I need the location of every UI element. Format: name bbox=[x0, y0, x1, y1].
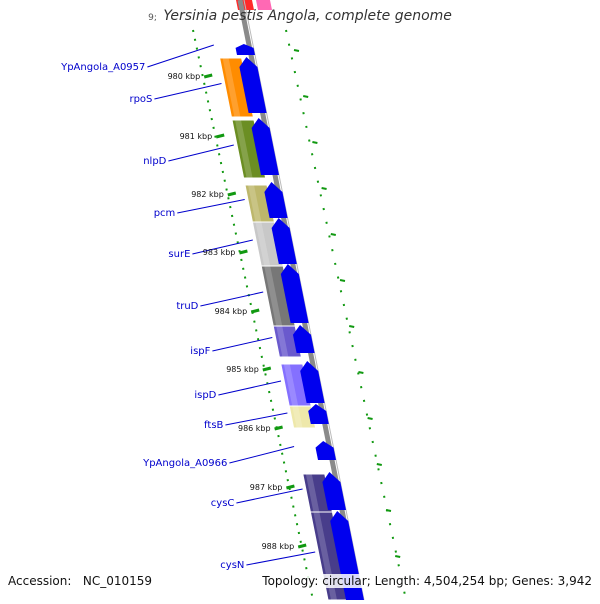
cds-arrow-ftsB bbox=[308, 404, 329, 424]
cds-arrow-nlpD bbox=[251, 118, 279, 175]
scale-tick-981-kbp bbox=[215, 133, 225, 139]
cds-arrow-ispD bbox=[300, 361, 325, 403]
gene-leader-cysC bbox=[236, 488, 303, 504]
scale-tick-980-kbp bbox=[203, 73, 213, 79]
gene-block-highlight-nlpD bbox=[235, 120, 253, 178]
map-title: 9; Yersinia pestis Angola, complete geno… bbox=[0, 8, 600, 24]
accession-info: Accession: NC_010159 bbox=[8, 574, 153, 588]
topology-label: Topology: bbox=[262, 574, 319, 588]
cds-arrow-rpoS bbox=[239, 57, 267, 113]
cds-arrow-YpAngola_A0966 bbox=[315, 441, 336, 460]
gene-leader-truD bbox=[200, 291, 264, 307]
outer-ruler-tick bbox=[303, 95, 309, 98]
gene-label-YpAngola_A0957: YpAngola_A0957 bbox=[60, 62, 145, 73]
scale-label-984-kbp: 984 kbp bbox=[215, 307, 248, 316]
outer-ruler-tick bbox=[293, 49, 300, 52]
gene-label-cysC: cysC bbox=[211, 498, 235, 509]
gene-block-highlight-truD bbox=[264, 266, 283, 326]
cds-arrow-truD bbox=[280, 264, 309, 323]
genome-stats: Topology: circular; Length: 4,504,254 bp… bbox=[262, 574, 592, 588]
scale-label-985-kbp: 985 kbp bbox=[226, 365, 259, 374]
scale-tick-982-kbp bbox=[227, 191, 237, 197]
gene-label-cysN: cysN bbox=[220, 560, 244, 571]
gene-leader-ispD bbox=[218, 380, 282, 396]
outer-ruler-tick bbox=[358, 371, 364, 374]
accession-label: Accession: bbox=[8, 574, 72, 588]
scale-label-987-kbp: 987 kbp bbox=[250, 483, 283, 492]
gene-leader-YpAngola_A0957 bbox=[147, 44, 214, 68]
gene-leader-pcm bbox=[177, 199, 245, 214]
cds-arrow-YpAngola_A0957 bbox=[235, 44, 255, 55]
scale-label-983-kbp: 983 kbp bbox=[203, 248, 236, 257]
gene-leader-ftsB bbox=[225, 412, 288, 426]
cds-arrow-pcm bbox=[264, 182, 288, 218]
gene-label-ftsB: ftsB bbox=[204, 420, 223, 431]
outer-ruler-tick bbox=[395, 555, 401, 558]
gene-block-highlight-ispF bbox=[276, 326, 289, 357]
gene-label-nlpD: nlpD bbox=[143, 156, 166, 167]
scale-tick-987-kbp bbox=[286, 484, 295, 490]
scale-tick-986-kbp bbox=[274, 425, 283, 431]
gene-label-truD: truD bbox=[176, 301, 198, 312]
outer-ruler-tick bbox=[330, 233, 336, 236]
cds-arrow-surE bbox=[271, 218, 297, 264]
gene-block-highlight-pcm bbox=[248, 185, 262, 222]
gene-leader-ispF bbox=[212, 337, 273, 352]
scale-tick-983-kbp bbox=[239, 249, 248, 255]
scale-label-986-kbp: 986 kbp bbox=[238, 424, 271, 433]
scale-label-982-kbp: 982 kbp bbox=[191, 190, 224, 199]
scale-tick-988-kbp bbox=[297, 543, 307, 549]
outer-ruler-tick bbox=[376, 463, 382, 466]
gene-block-rpoS bbox=[218, 57, 255, 118]
scale-label-988-kbp: 988 kbp bbox=[262, 542, 295, 551]
gene-label-ispD: ispD bbox=[194, 390, 216, 401]
genes-value: 3,942 bbox=[557, 574, 592, 588]
outer-ruler-tick bbox=[349, 325, 355, 328]
cds-arrow-cysC bbox=[322, 472, 346, 510]
scale-label-980-kbp: 980 kbp bbox=[168, 72, 201, 81]
gene-leader-rpoS bbox=[154, 83, 222, 100]
outer-ruler-tick bbox=[385, 509, 392, 512]
outer-ruler-tick bbox=[367, 417, 373, 420]
scale-tick-985-kbp bbox=[262, 366, 272, 372]
gene-block-highlight-ftsB bbox=[292, 406, 303, 428]
outer-ruler-tick bbox=[312, 141, 318, 144]
gene-leader-surE bbox=[192, 239, 253, 255]
top-feature-pink bbox=[256, 0, 272, 10]
gene-block-highlight-ispD bbox=[283, 364, 299, 406]
gene-label-surE: surE bbox=[168, 249, 190, 260]
length-label: Length: bbox=[374, 574, 421, 588]
gene-label-pcm: pcm bbox=[154, 208, 176, 219]
gene-label-ispF: ispF bbox=[190, 346, 210, 357]
gene-block-highlight-surE bbox=[255, 222, 271, 266]
gene-leader-YpAngola_A0966 bbox=[229, 446, 295, 464]
gene-leader-cysN bbox=[246, 551, 316, 566]
title-strain: Angola, complete genome bbox=[267, 8, 452, 24]
scale-label-981-kbp: 981 kbp bbox=[180, 132, 213, 141]
outer-ruler-tick bbox=[321, 187, 327, 190]
title-prefix: 9; bbox=[148, 13, 157, 23]
scale-tick-984-kbp bbox=[250, 308, 260, 314]
outer-ruler-tick bbox=[339, 279, 346, 282]
accession-value: NC_010159 bbox=[82, 574, 153, 588]
title-organism: Yersinia pestis bbox=[163, 8, 264, 24]
gene-label-YpAngola_A0966: YpAngola_A0966 bbox=[142, 458, 227, 469]
gene-block-highlight-rpoS bbox=[222, 58, 241, 117]
gene-block-nlpD bbox=[231, 119, 267, 179]
gene-leader-nlpD bbox=[168, 144, 234, 162]
length-value: 4,504,254 bp; bbox=[423, 574, 509, 588]
cds-arrow-ispF bbox=[292, 325, 315, 353]
genes-label: Genes: bbox=[511, 574, 554, 588]
topology-value: circular; bbox=[322, 574, 371, 588]
gene-label-rpoS: rpoS bbox=[129, 94, 152, 105]
gene-block-highlight-cysC bbox=[305, 474, 320, 512]
